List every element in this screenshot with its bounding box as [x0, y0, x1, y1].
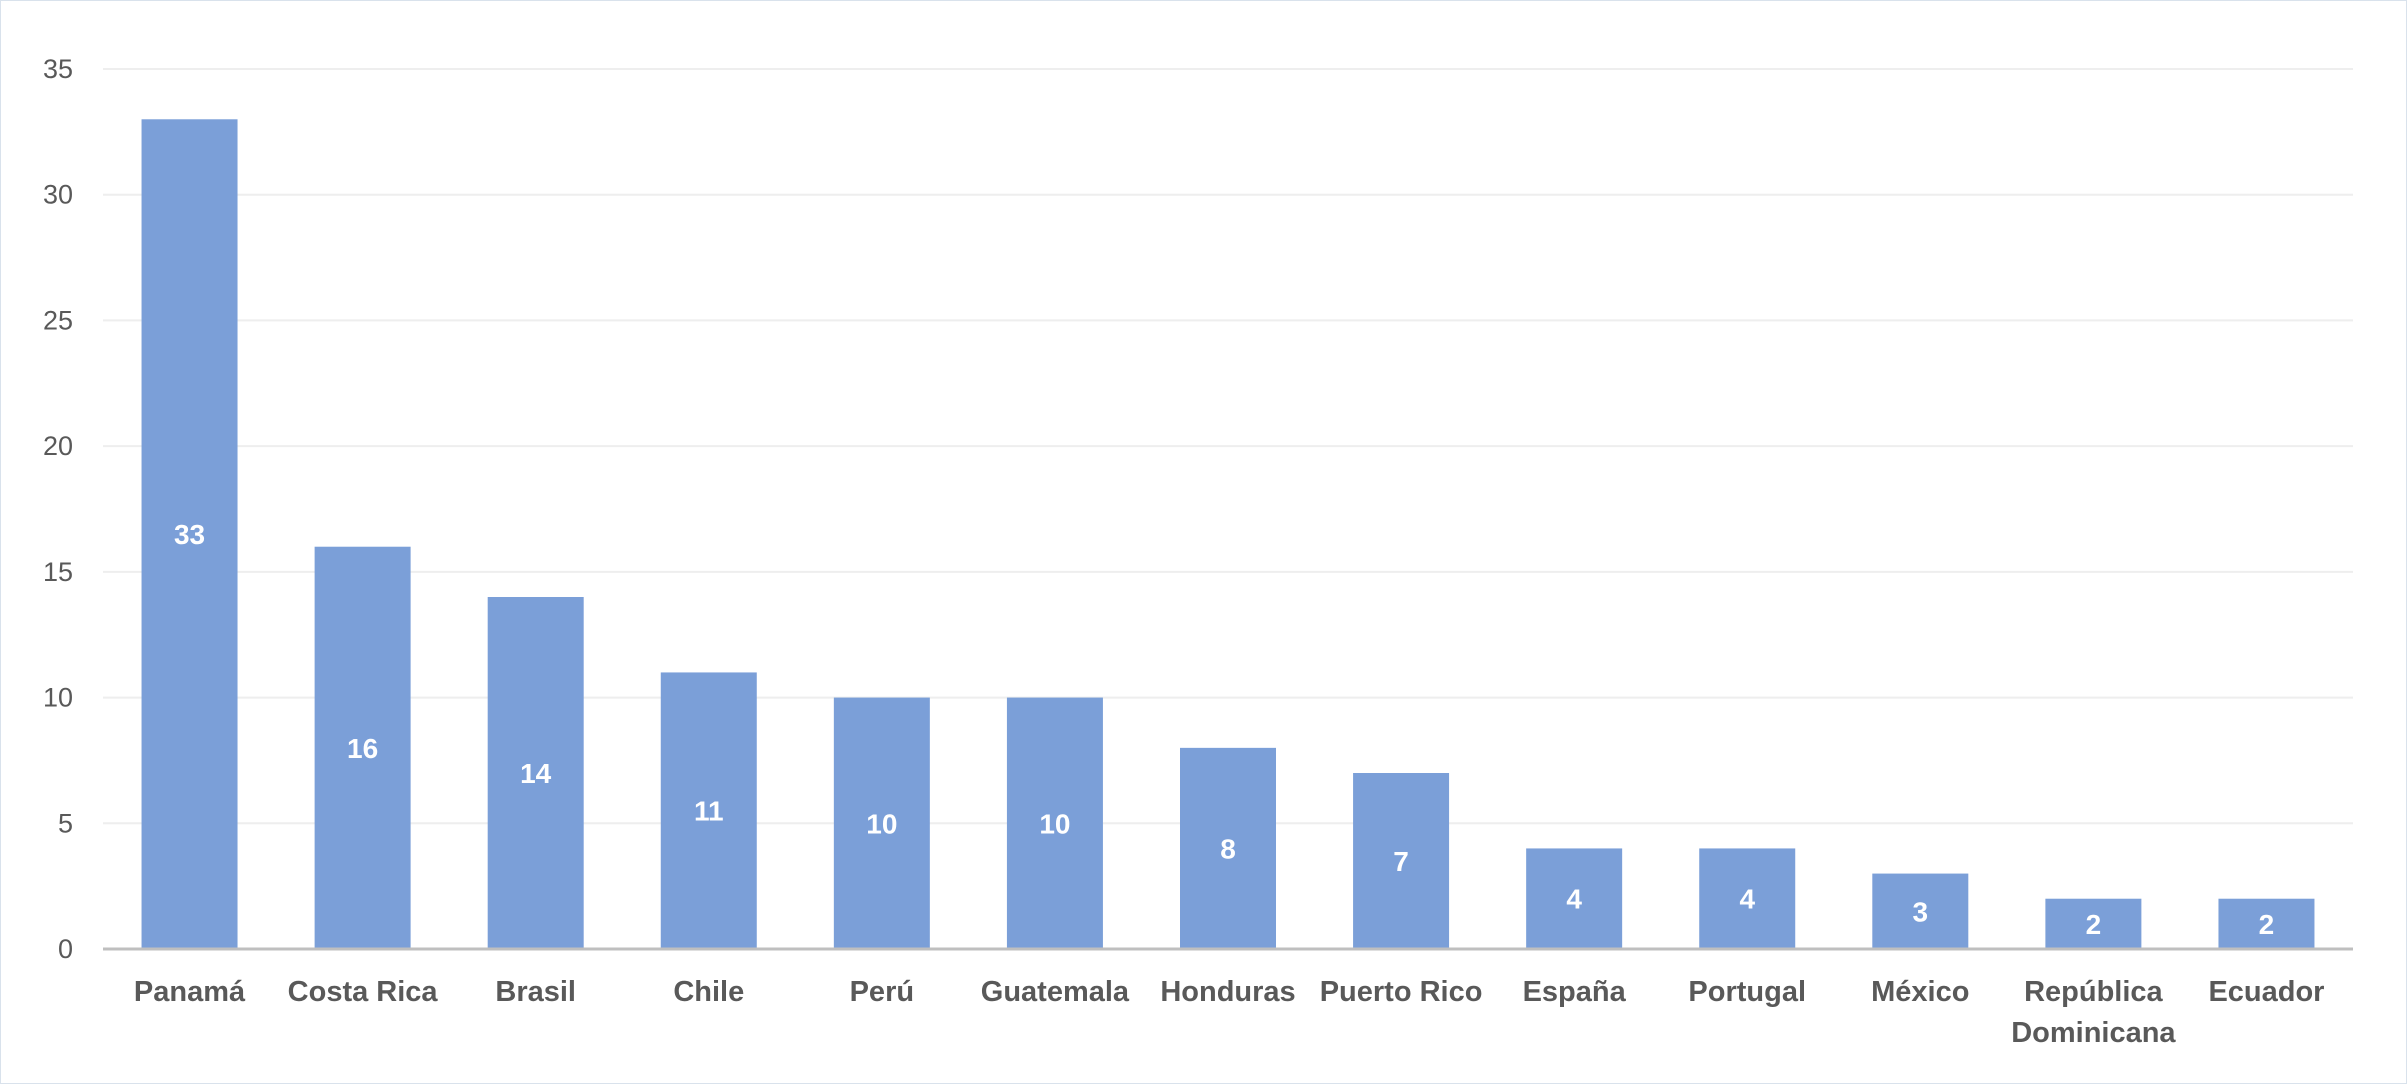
y-tick-label: 0: [58, 934, 73, 964]
bar: [2218, 898, 2315, 949]
bar: [833, 697, 930, 949]
y-tick-label: 30: [43, 180, 73, 210]
x-category-label: Guatemala: [981, 976, 1130, 1008]
bars: [141, 119, 2315, 950]
data-label: 8: [1220, 833, 1236, 864]
bar: [1699, 848, 1796, 949]
x-category-label: Portugal: [1688, 976, 1806, 1008]
bar: [1180, 747, 1276, 949]
y-tick-label: 5: [58, 808, 73, 838]
x-category-label: Chile: [673, 976, 744, 1008]
data-label: 2: [2259, 909, 2275, 940]
x-category-label: Perú: [850, 976, 914, 1008]
y-tick-label: 25: [43, 305, 73, 335]
x-category-label: Honduras: [1160, 976, 1295, 1008]
data-label: 10: [1039, 808, 1070, 839]
gridlines: [103, 68, 2353, 825]
bar: [1006, 697, 1103, 949]
bar: [141, 119, 238, 950]
bar: [1872, 873, 1969, 949]
bar: [487, 597, 584, 949]
x-category-label: Brasil: [495, 976, 576, 1008]
data-label: 10: [866, 808, 897, 839]
x-category-label: Puerto Rico: [1320, 976, 1483, 1008]
data-label: 33: [174, 519, 205, 550]
x-category-label: México: [1871, 976, 1969, 1008]
x-category-label: República Dominicana: [2011, 976, 2176, 1049]
x-category-label: Costa Rica: [288, 976, 439, 1008]
y-tick-label: 20: [43, 431, 73, 461]
data-label: 16: [347, 733, 378, 764]
y-tick-label: 15: [43, 557, 73, 587]
data-label: 4: [1739, 884, 1755, 915]
data-label: 4: [1566, 884, 1582, 915]
bar: [2045, 898, 2142, 949]
x-category-label: España: [1523, 976, 1627, 1008]
x-category-label: Ecuador: [2208, 976, 2324, 1008]
y-axis-ticks: 0 5 10 15 20 25 30 35: [43, 54, 73, 964]
bar: [314, 546, 411, 949]
x-axis-categories: Panamá Costa Rica Brasil Chile Perú Guatemala…: [134, 976, 2325, 1049]
data-label: 3: [1913, 896, 1929, 927]
bar: [1353, 773, 1450, 949]
x-category-label: Panamá: [134, 976, 246, 1008]
data-label: 7: [1393, 846, 1409, 877]
bar: [1526, 848, 1623, 949]
data-label: 11: [694, 796, 724, 827]
y-tick-label: 35: [43, 54, 73, 84]
data-labels: 33 16 14 11 10 10 8 7 4 4 3 2 2: [174, 519, 2274, 940]
bar: [660, 672, 757, 949]
data-label: 2: [2086, 909, 2102, 940]
data-label: 14: [520, 758, 552, 789]
y-tick-label: 10: [43, 683, 73, 713]
